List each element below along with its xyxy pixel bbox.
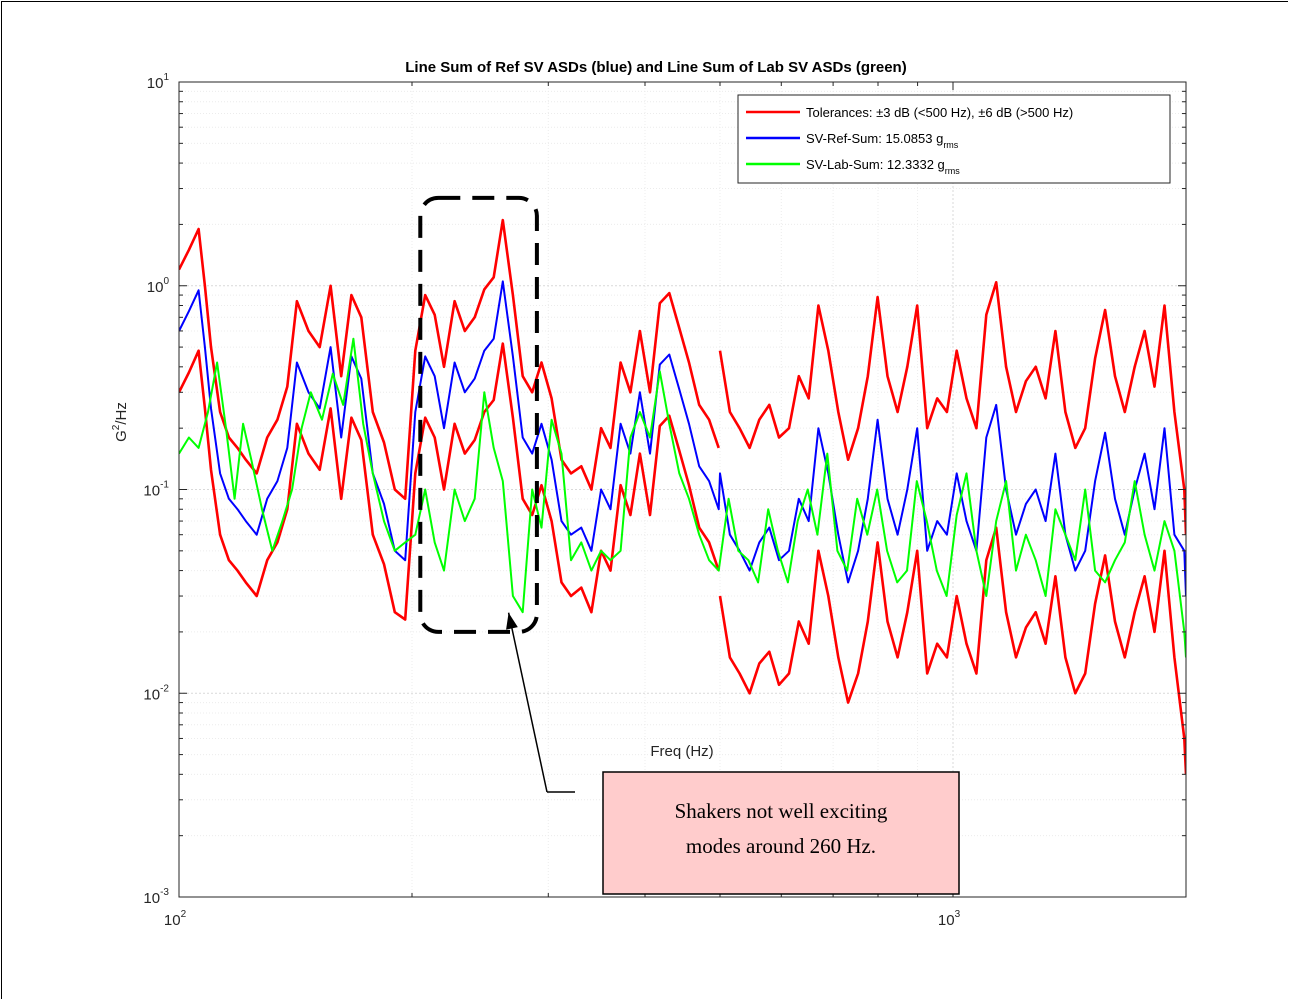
y-axis-label-base: G [113, 430, 130, 442]
chart-title: Line Sum of Ref SV ASDs (blue) and Line … [405, 59, 906, 76]
series-line-tolerance [718, 526, 1186, 775]
highlight-box [418, 195, 539, 634]
y-axis-label: G2/Hz [111, 402, 130, 442]
y-axis-label-sup: 2 [111, 424, 122, 430]
series-line-tolerance [718, 280, 1186, 535]
x-axis-label: Freq (Hz) [650, 743, 713, 760]
axis-tick-labels: 102 103 10-3 10-2 10-1 100 101 [143, 72, 960, 929]
series-line-tolerance [179, 218, 720, 501]
callout-box [602, 771, 960, 895]
y-tick-label: 10-1 [143, 480, 169, 500]
series-line-ref-sum [179, 280, 1186, 597]
legend-label: SV-Lab-Sum: 12.3332 grms [806, 157, 960, 176]
axis-ticks [178, 81, 1187, 898]
y-tick-label: 10-2 [143, 683, 169, 703]
series-line-lab-sum [179, 337, 1186, 658]
series-line-tolerance [179, 342, 720, 621]
x-tick-label: 102 [164, 909, 187, 929]
arrow-head [506, 612, 518, 630]
legend-box [737, 94, 1171, 184]
y-tick-label: 10-3 [143, 887, 169, 907]
y-axis-label-tail: /Hz [113, 402, 130, 425]
legend-label: SV-Ref-Sum: 15.0853 grms [806, 131, 959, 150]
callout-line-1: Shakers not well exciting [675, 799, 888, 823]
callout-line-2: modes around 260 Hz. [686, 834, 876, 858]
plot-series [179, 218, 1186, 775]
callout-annotation: Shakers not well exciting modes around 2… [418, 195, 960, 895]
x-tick-label: 103 [938, 909, 961, 929]
y-tick-label: 100 [147, 276, 170, 296]
legend-label: Tolerances: ±3 dB (<500 Hz), ±6 dB (>500… [806, 105, 1073, 120]
arrow-shaft [507, 612, 548, 793]
y-tick-label: 101 [147, 72, 170, 92]
legend: Tolerances: ±3 dB (<500 Hz), ±6 dB (>500… [737, 94, 1171, 184]
